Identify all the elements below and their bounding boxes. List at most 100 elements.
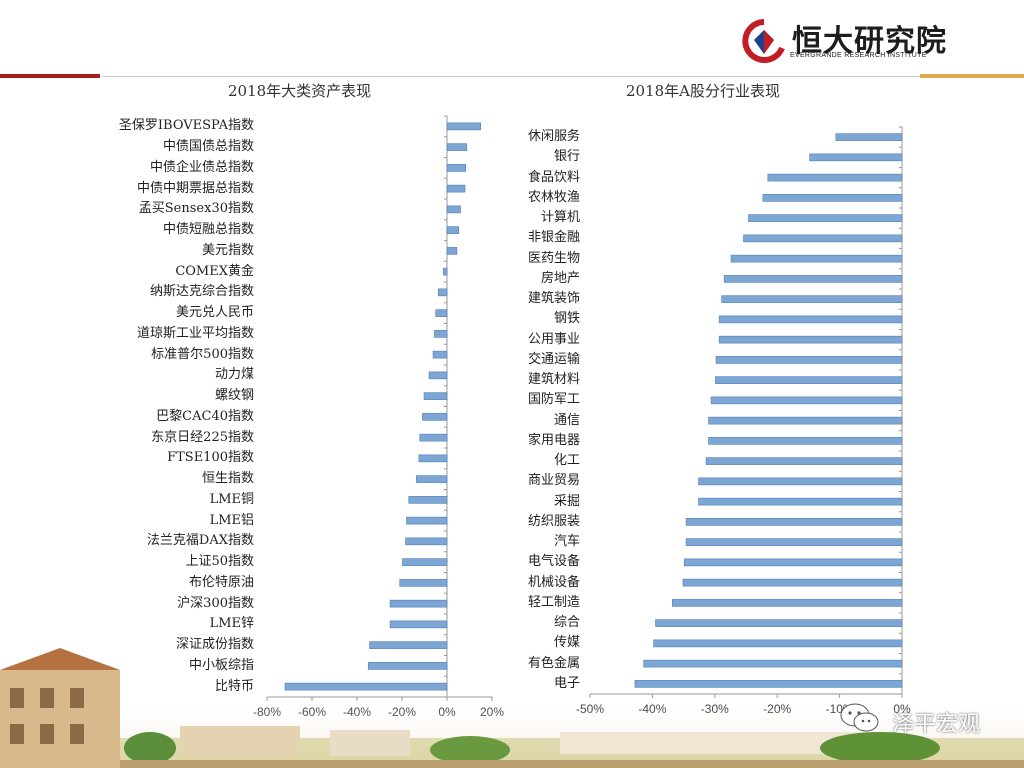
- brand-emblem-icon: [742, 19, 785, 63]
- chart-1-bar: [721, 295, 903, 303]
- chart-0-bar: [369, 641, 448, 649]
- chart-0-bar: [423, 392, 448, 400]
- watermark: 泽平宏观: [838, 700, 1018, 740]
- chart-1-bar: [723, 275, 903, 283]
- chart-1-bar: [698, 497, 903, 506]
- chart-1-category-label: 非银金融: [527, 230, 580, 246]
- chart-1-bar: [698, 477, 903, 486]
- chart-1-category-label: 综合: [553, 615, 580, 631]
- chart-0-category-label: 道琼斯工业平均指数: [136, 325, 254, 341]
- chart-1-category-label: 汽车: [553, 534, 580, 550]
- chart-1-bar: [634, 680, 903, 688]
- chart-1-category-label: 轻工制造: [527, 594, 580, 610]
- chart-1-bar: [718, 315, 903, 324]
- chart-1-category-label: 国防军工: [527, 392, 580, 408]
- chart-0-bar: [446, 247, 458, 255]
- chart-1-bar: [708, 437, 903, 445]
- chart-0-category-label: LME铜: [209, 491, 254, 507]
- chart-1-bar: [835, 133, 903, 141]
- chart-0-category-label: 中债企业债总指数: [149, 159, 254, 175]
- chart-0-category-label: 恒生指数: [201, 471, 254, 487]
- chart-1-category-label: 商业贸易: [527, 473, 580, 489]
- chart-1-category-label: 房地产: [540, 270, 580, 286]
- chart-1-bar: [705, 457, 903, 465]
- chart-0-bar: [389, 599, 448, 608]
- chart-1-category-label: 钢铁: [553, 311, 580, 327]
- chart-0-bar: [389, 620, 448, 629]
- chart-1-bar: [715, 376, 903, 384]
- chart-0-category-label: 螺纹钢: [214, 388, 254, 404]
- chart-1-bar: [708, 416, 903, 425]
- chart-0-category-label: 比特币: [214, 678, 254, 694]
- chart-1-bar: [643, 659, 903, 668]
- chart-0-bar: [446, 184, 466, 193]
- chart-0-bar: [284, 682, 448, 691]
- chart-0-category-label: 圣保罗IBOVESPA指数: [118, 118, 254, 134]
- chart-0-category-label: 巴黎CAC40指数: [156, 408, 254, 424]
- chart-1-category-label: 建筑材料: [527, 372, 580, 388]
- brand-logo: 恒大研究院 EVERGRANDE RESEARCH INSTITUTE: [740, 18, 946, 64]
- chart-0-category-label: 沪深300指数: [177, 595, 254, 611]
- chart-1-category-label: 银行: [553, 149, 580, 165]
- chart-0-category-label: 深证成份指数: [175, 637, 254, 653]
- chart-0-category-label: LME锌: [209, 616, 254, 632]
- header-rule-gold: [920, 74, 1024, 78]
- chart-0-category-label: 动力煤: [214, 367, 254, 383]
- chart-0-bar: [419, 433, 448, 442]
- chart-0-bar: [443, 267, 448, 276]
- watermark-text: 泽平宏观: [892, 712, 981, 737]
- chart-0-bar: [399, 579, 448, 587]
- chart-0-bar: [428, 371, 448, 380]
- chart-1-category-label: 采掘: [553, 493, 580, 509]
- chart-0-bar: [432, 350, 448, 359]
- header-rule-gray: [102, 76, 920, 77]
- chart-0-category-label: 孟买Sensex30指数: [138, 201, 254, 217]
- chart-1-bar: [685, 518, 903, 526]
- chart-title-industries: 2018年A股分行业表现: [626, 82, 781, 100]
- chart-0-bar: [435, 309, 448, 317]
- chart-0-bar: [446, 122, 482, 131]
- chart-1-bar: [655, 619, 903, 627]
- chart-0-bar: [406, 516, 448, 525]
- chart-0-category-label: 中债国债总指数: [162, 139, 254, 155]
- chart-0-category-label: LME铝: [209, 512, 254, 528]
- chart-0-category-label: 东京日经225指数: [151, 429, 254, 445]
- chart-1-category-label: 有色金属: [527, 655, 580, 671]
- brand-name-cn: 恒大研究院: [792, 24, 947, 59]
- chart-1-category-label: 通信: [553, 412, 580, 428]
- chart-1-bar: [730, 254, 903, 263]
- chart-1-bar: [682, 578, 903, 587]
- chart-1-category-label: 传媒: [553, 635, 580, 651]
- chart-0-category-label: 中债中期票据总指数: [136, 180, 254, 196]
- chart-1-category-label: 化工: [553, 453, 580, 469]
- chart-1-category-label: 电气设备: [527, 554, 580, 570]
- chart-1-bar: [715, 356, 903, 364]
- chart-0-bar: [437, 288, 448, 297]
- chart-0-category-label: 法兰克福DAX指数: [146, 533, 254, 549]
- chart-1-category-label: 家用电器: [527, 432, 580, 448]
- chart-1-category-label: 机械设备: [527, 574, 580, 590]
- chart-title-assets: 2018年大类资产表现: [228, 82, 372, 100]
- chart-0-bar: [367, 662, 448, 670]
- building-scenery-image: [0, 648, 1024, 768]
- chart-1-category-label: 公用事业: [527, 331, 580, 347]
- chart-0-category-label: FTSE100指数: [167, 450, 254, 466]
- chart-1-category-label: 交通运输: [527, 351, 580, 367]
- chart-0-bar: [408, 496, 448, 504]
- chart-0-category-label: 布伦特原油: [188, 574, 254, 590]
- chart-1-category-label: 纺织服装: [527, 513, 580, 529]
- chart-1-bar: [710, 396, 903, 405]
- chart-1-bar: [683, 558, 903, 567]
- chart-0-bar: [446, 143, 468, 151]
- brand-name-en: EVERGRANDE RESEARCH INSTITUTE: [790, 52, 927, 59]
- chart-1-bar: [762, 194, 903, 202]
- chart-1-bar: [685, 538, 903, 546]
- chart-1-category-label: 电子: [553, 675, 580, 691]
- chart-1-bar: [809, 153, 903, 162]
- chart-0-category-label: 美元指数: [201, 242, 254, 258]
- chart-0-bar: [418, 454, 448, 463]
- chart-1-category-label: 农林牧渔: [527, 189, 580, 205]
- wechat-icon: [840, 703, 879, 732]
- chart-0-category-label: 中小板综指: [188, 657, 254, 673]
